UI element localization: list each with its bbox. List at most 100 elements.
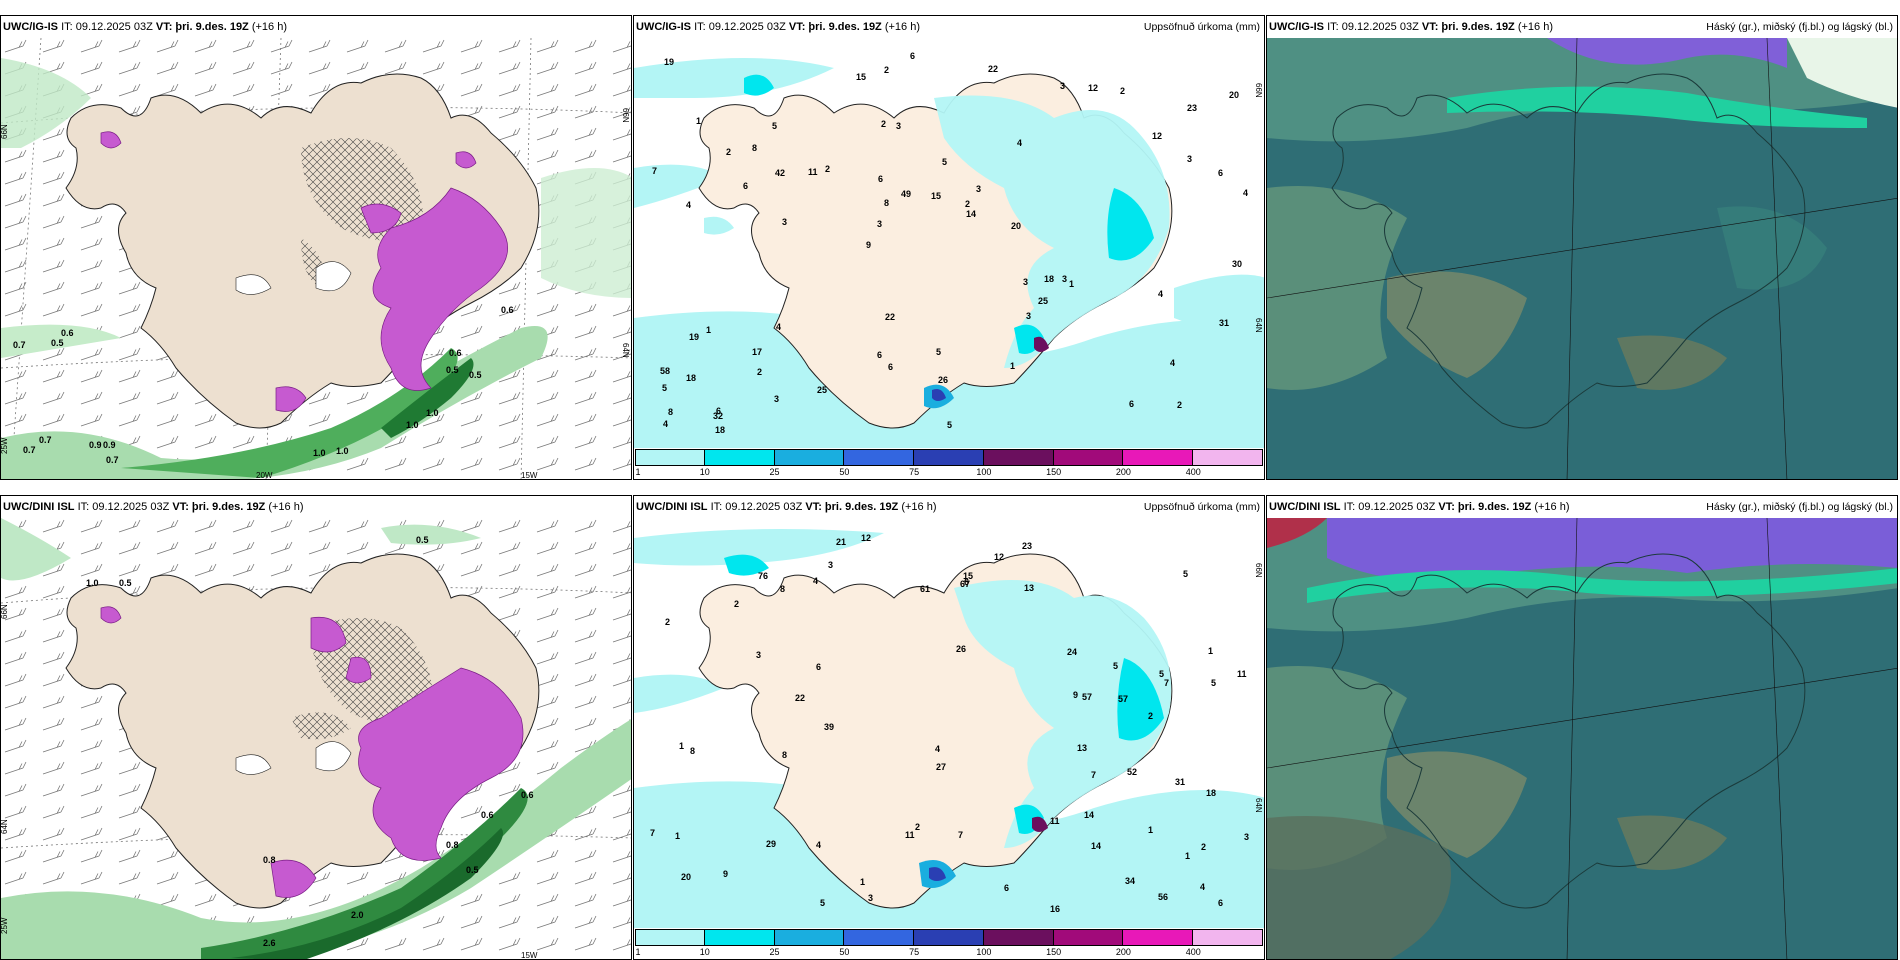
lead-time: (+16 h) — [1534, 501, 1570, 513]
precip-amount-label: 12 — [861, 533, 871, 543]
colorbar-label: 10 — [699, 467, 710, 477]
colorbar-cell — [914, 929, 984, 946]
panel-top-left-wind-precip: UWC/IG-IS IT: 09.12.2025 03Z VT: þri. 9.… — [0, 15, 632, 480]
precip-amount-label: 1 — [1208, 646, 1213, 656]
wind-label: 0.9 — [89, 440, 102, 450]
init-time: IT: 09.12.2025 03Z — [1343, 501, 1436, 513]
wind-label: 0.8 — [263, 855, 276, 865]
init-time: IT: 09.12.2025 03Z — [1327, 21, 1419, 33]
precip-amount-label: 26 — [938, 375, 948, 385]
wind-label: 0.6 — [61, 328, 74, 338]
precip-amount-label: 5 — [1113, 661, 1118, 671]
wind-label: 0.5 — [466, 865, 479, 875]
precip-amount-label: 2 — [1120, 86, 1125, 96]
colorbar-label: 75 — [909, 947, 920, 957]
panel-header: UWC/IG-IS IT: 09.12.2025 03Z VT: þri. 9.… — [634, 16, 1264, 38]
precip-amount-label: 11 — [905, 830, 915, 840]
precip-amount-label: 3 — [1244, 832, 1249, 842]
field-title: Háský (gr.), miðský (fj.bl.) og lágský (… — [1706, 21, 1893, 33]
precip-amount-label: 23 — [1022, 541, 1032, 551]
precip-amount-label: 2 — [734, 599, 739, 609]
precip-amount-label: 3 — [1060, 81, 1065, 91]
colorbar-label: 1 — [635, 947, 641, 957]
init-time: IT: 09.12.2025 03Z — [694, 21, 786, 33]
precip-amount-label: 22 — [988, 64, 998, 74]
precip-amount-label: 5 — [1183, 569, 1188, 579]
colorbar-label: 400 — [1185, 467, 1201, 477]
valid-time: VT: þri. 9.des. 19Z — [805, 501, 899, 513]
precip-amount-label: 4 — [776, 322, 781, 332]
field-title: Uppsöfnuð úrkoma (mm) — [1143, 21, 1260, 33]
precip-amount-label: 5 — [947, 420, 952, 430]
precip-amount-label: 1 — [1069, 279, 1074, 289]
precip-amount-label: 15 — [856, 72, 866, 82]
precip-amount-label: 3 — [774, 394, 779, 404]
precip-amount-label: 4 — [1243, 188, 1248, 198]
wind-label: 0.7 — [13, 340, 26, 350]
precip-amount-label: 1 — [706, 325, 711, 335]
precip-amount-label: 7 — [650, 828, 655, 838]
colorbar-label: 200 — [1115, 467, 1131, 477]
precip-amount-label: 16 — [1050, 904, 1060, 914]
precip-amount-label: 3 — [1187, 154, 1192, 164]
precip-amount-label: 8 — [668, 407, 673, 417]
precip-amount-label: 11 — [808, 167, 818, 177]
model-name: UWC/IG-IS — [636, 21, 691, 33]
precip-amount-label: 1 — [696, 116, 701, 126]
precip-amount-label: 6 — [816, 662, 821, 672]
model-name: UWC/DINI ISL — [3, 501, 75, 513]
precip-amount-label: 76 — [758, 571, 768, 581]
precip-amount-label: 57 — [1118, 694, 1128, 704]
precip-amount-label: 15 — [931, 191, 941, 201]
map-clouds — [1267, 518, 1897, 959]
colorbar-cell — [635, 929, 705, 946]
precip-amount-label: 56 — [1158, 892, 1168, 902]
wind-label: 1.0 — [406, 420, 419, 430]
precip-amount-label: 1 — [679, 741, 684, 751]
precip-amount-label: 5 — [662, 383, 667, 393]
precip-amount-label: 5 — [1159, 669, 1164, 679]
precip-amount-label: 42 — [775, 168, 785, 178]
precip-amount-label: 5 — [936, 347, 941, 357]
precip-amount-label: 4 — [816, 840, 821, 850]
precip-amount-label: 7 — [958, 830, 963, 840]
precip-amount-label: 52 — [1127, 767, 1137, 777]
wind-label: 0.5 — [51, 338, 64, 348]
valid-time: VT: þri. 9.des. 19Z — [1438, 501, 1532, 513]
precip-amount-label: 20 — [1229, 90, 1239, 100]
precip-amount-label: 20 — [681, 872, 691, 882]
wind-label: 0.7 — [23, 445, 36, 455]
precip-amount-label: 8 — [780, 584, 785, 594]
precip-amount-label: 3 — [1023, 277, 1028, 287]
map-wind-precip: 0.7 0.5 0.6 0.7 0.7 0.9 0.9 0.7 1.0 1.0 … — [1, 38, 631, 480]
precip-amount-label: 4 — [813, 576, 818, 586]
wind-label: 0.5 — [469, 370, 482, 380]
colorbar-cell — [774, 449, 845, 466]
wind-label: 2.0 — [351, 910, 364, 920]
colorbar-label: 1 — [635, 467, 641, 477]
precip-amount-label: 49 — [901, 189, 911, 199]
precip-amount-label: 3 — [1026, 311, 1031, 321]
lon-label: 25W — [1, 917, 9, 934]
colorbar-cell — [844, 929, 915, 946]
precip-amount-label: 9 — [1073, 690, 1078, 700]
precip-amount-label: 1 — [1185, 851, 1190, 861]
precip-amount-label: 2 — [757, 367, 762, 377]
lon-label: 15W — [521, 471, 538, 480]
precip-amount-label: 14 — [1084, 810, 1094, 820]
panel-header: UWC/DINI ISL IT: 09.12.2025 03Z VT: þri.… — [634, 496, 1264, 518]
colorbar-label: 25 — [769, 947, 780, 957]
wind-label: 0.5 — [446, 365, 459, 375]
wind-label: 0.6 — [521, 790, 534, 800]
precip-amount-label: 2 — [665, 617, 670, 627]
panel-header: UWC/DINI ISL IT: 09.12.2025 03Z VT: þri.… — [1, 496, 631, 518]
precip-amount-label: 7 — [1164, 678, 1169, 688]
valid-time: VT: þri. 9.des. 19Z — [1421, 21, 1515, 33]
colorbar-label: 50 — [839, 947, 850, 957]
wind-label: 2.6 — [263, 938, 276, 948]
lat-label: 64N — [1254, 798, 1263, 813]
colorbar-label: 400 — [1185, 947, 1201, 957]
lat-label: 64N — [1254, 318, 1263, 333]
precip-amount-label: 27 — [936, 762, 946, 772]
